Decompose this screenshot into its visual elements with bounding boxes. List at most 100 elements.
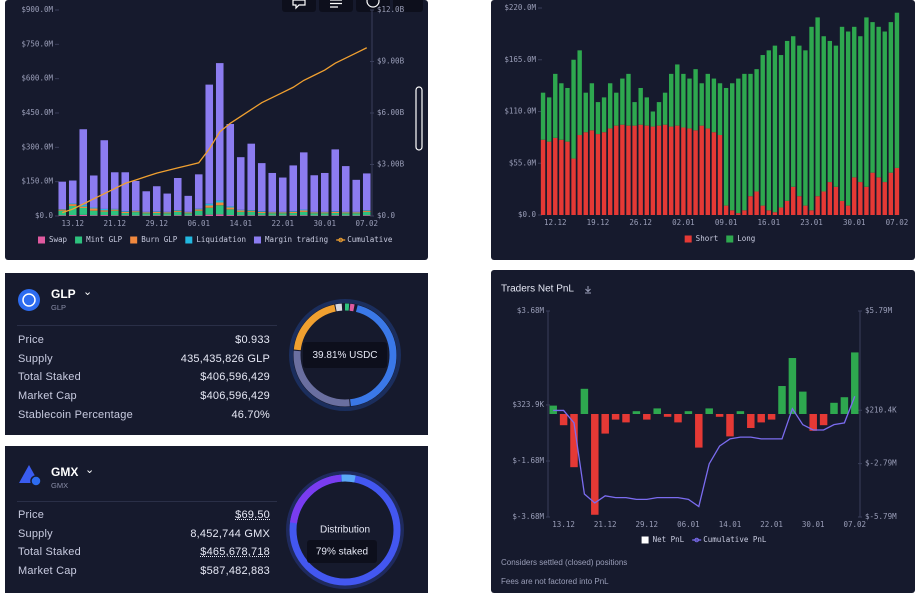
- download-icon[interactable]: [585, 286, 591, 294]
- bar: [236, 210, 245, 212]
- bar: [845, 205, 851, 215]
- bar: [121, 211, 130, 212]
- bar: [754, 191, 759, 215]
- y-tick-label: $165.0M: [504, 55, 536, 64]
- bar: [888, 22, 894, 173]
- comment-button[interactable]: [282, 0, 316, 12]
- bar: [821, 191, 826, 215]
- stat-value: $69.50: [235, 509, 270, 521]
- bar: [310, 213, 319, 216]
- bar: [784, 200, 790, 215]
- bar: [643, 414, 651, 420]
- bar: [278, 212, 287, 214]
- legend-label: Swap: [49, 235, 68, 244]
- donut-label: 79% staked: [316, 547, 368, 558]
- scroll-handle[interactable]: [415, 86, 423, 151]
- bar: [89, 210, 98, 216]
- dropdown-chevron[interactable]: ⌄: [83, 286, 93, 298]
- bar: [684, 411, 693, 414]
- stat-row: Total Staked $406,596,429: [18, 368, 270, 387]
- more-button[interactable]: [393, 0, 423, 12]
- bar: [839, 200, 845, 215]
- bar: [638, 124, 643, 215]
- y2-tick-label: $-2.79M: [865, 459, 897, 468]
- bar: [215, 202, 224, 206]
- donut-label-box: [303, 342, 387, 368]
- y-tick-label: $600.0M: [21, 74, 53, 83]
- bar: [546, 141, 552, 215]
- history-button[interactable]: [356, 0, 390, 12]
- legend: Short Long: [684, 234, 755, 243]
- bar: [184, 213, 193, 216]
- bar: [310, 212, 319, 214]
- x-tick-label: 06.01: [677, 520, 700, 529]
- bar: [620, 78, 625, 125]
- bar: [163, 213, 172, 216]
- bar: [736, 213, 741, 215]
- bar: [778, 386, 786, 414]
- bar: [797, 196, 802, 215]
- bar: [858, 182, 863, 215]
- bar: [888, 172, 894, 215]
- legend-swatch-dot: [338, 237, 344, 243]
- bar: [894, 167, 900, 215]
- bar: [226, 207, 235, 210]
- stat-row: Stablecoin Percentage 46.70%: [18, 406, 270, 425]
- bar: [289, 215, 298, 216]
- bar: [681, 127, 686, 215]
- bar: [299, 215, 308, 216]
- bar: [591, 414, 599, 515]
- bar: [772, 45, 778, 213]
- bar: [650, 126, 656, 215]
- y-tick-label: $110.0M: [504, 107, 536, 116]
- bar: [58, 209, 67, 211]
- y2-tick-label: $-5.79M: [865, 512, 897, 521]
- stat-label: Price: [18, 334, 45, 346]
- stat-value: 435,435,826 GLP: [180, 352, 270, 365]
- bar: [644, 97, 649, 126]
- bar: [870, 22, 875, 173]
- bar: [663, 414, 672, 417]
- bar: [546, 97, 552, 142]
- bar: [799, 391, 807, 414]
- bar: [595, 134, 601, 215]
- x-tick-label: 16.01: [758, 218, 781, 227]
- toolbar: [282, 0, 423, 12]
- bar: [815, 196, 820, 215]
- bar: [583, 92, 588, 133]
- x-tick-label: 30.01: [802, 520, 825, 529]
- y2-tick-label: $6.00B: [377, 108, 405, 117]
- bar: [754, 69, 759, 192]
- dropdown-chevron[interactable]: ⌄: [85, 464, 95, 476]
- bar: [68, 204, 77, 206]
- bar: [247, 143, 256, 211]
- bar: [577, 135, 582, 215]
- legend-label: Margin trading: [265, 235, 328, 244]
- bar: [278, 213, 287, 216]
- x-tick-label: 22.01: [271, 219, 294, 228]
- menu-button[interactable]: [319, 0, 353, 12]
- donut-segment: [293, 303, 397, 407]
- legend-label: Liquidation: [196, 235, 246, 244]
- bar: [852, 177, 857, 215]
- bar: [699, 125, 704, 215]
- stat-value: $406,596,429: [200, 390, 270, 403]
- bar: [215, 214, 224, 216]
- y-tick-label: $150.0M: [21, 177, 53, 186]
- bar: [601, 97, 607, 133]
- bar: [362, 210, 371, 212]
- bar: [760, 205, 765, 215]
- bar: [110, 172, 119, 209]
- bar: [864, 186, 869, 215]
- bar: [638, 87, 643, 125]
- bar: [809, 26, 814, 211]
- bar: [142, 212, 151, 214]
- bar: [215, 205, 224, 215]
- bar: [58, 215, 67, 216]
- bar: [681, 73, 686, 128]
- bar: [668, 73, 674, 127]
- bar: [565, 87, 570, 142]
- x-tick-label: 29.12: [145, 219, 168, 228]
- bar: [320, 213, 329, 216]
